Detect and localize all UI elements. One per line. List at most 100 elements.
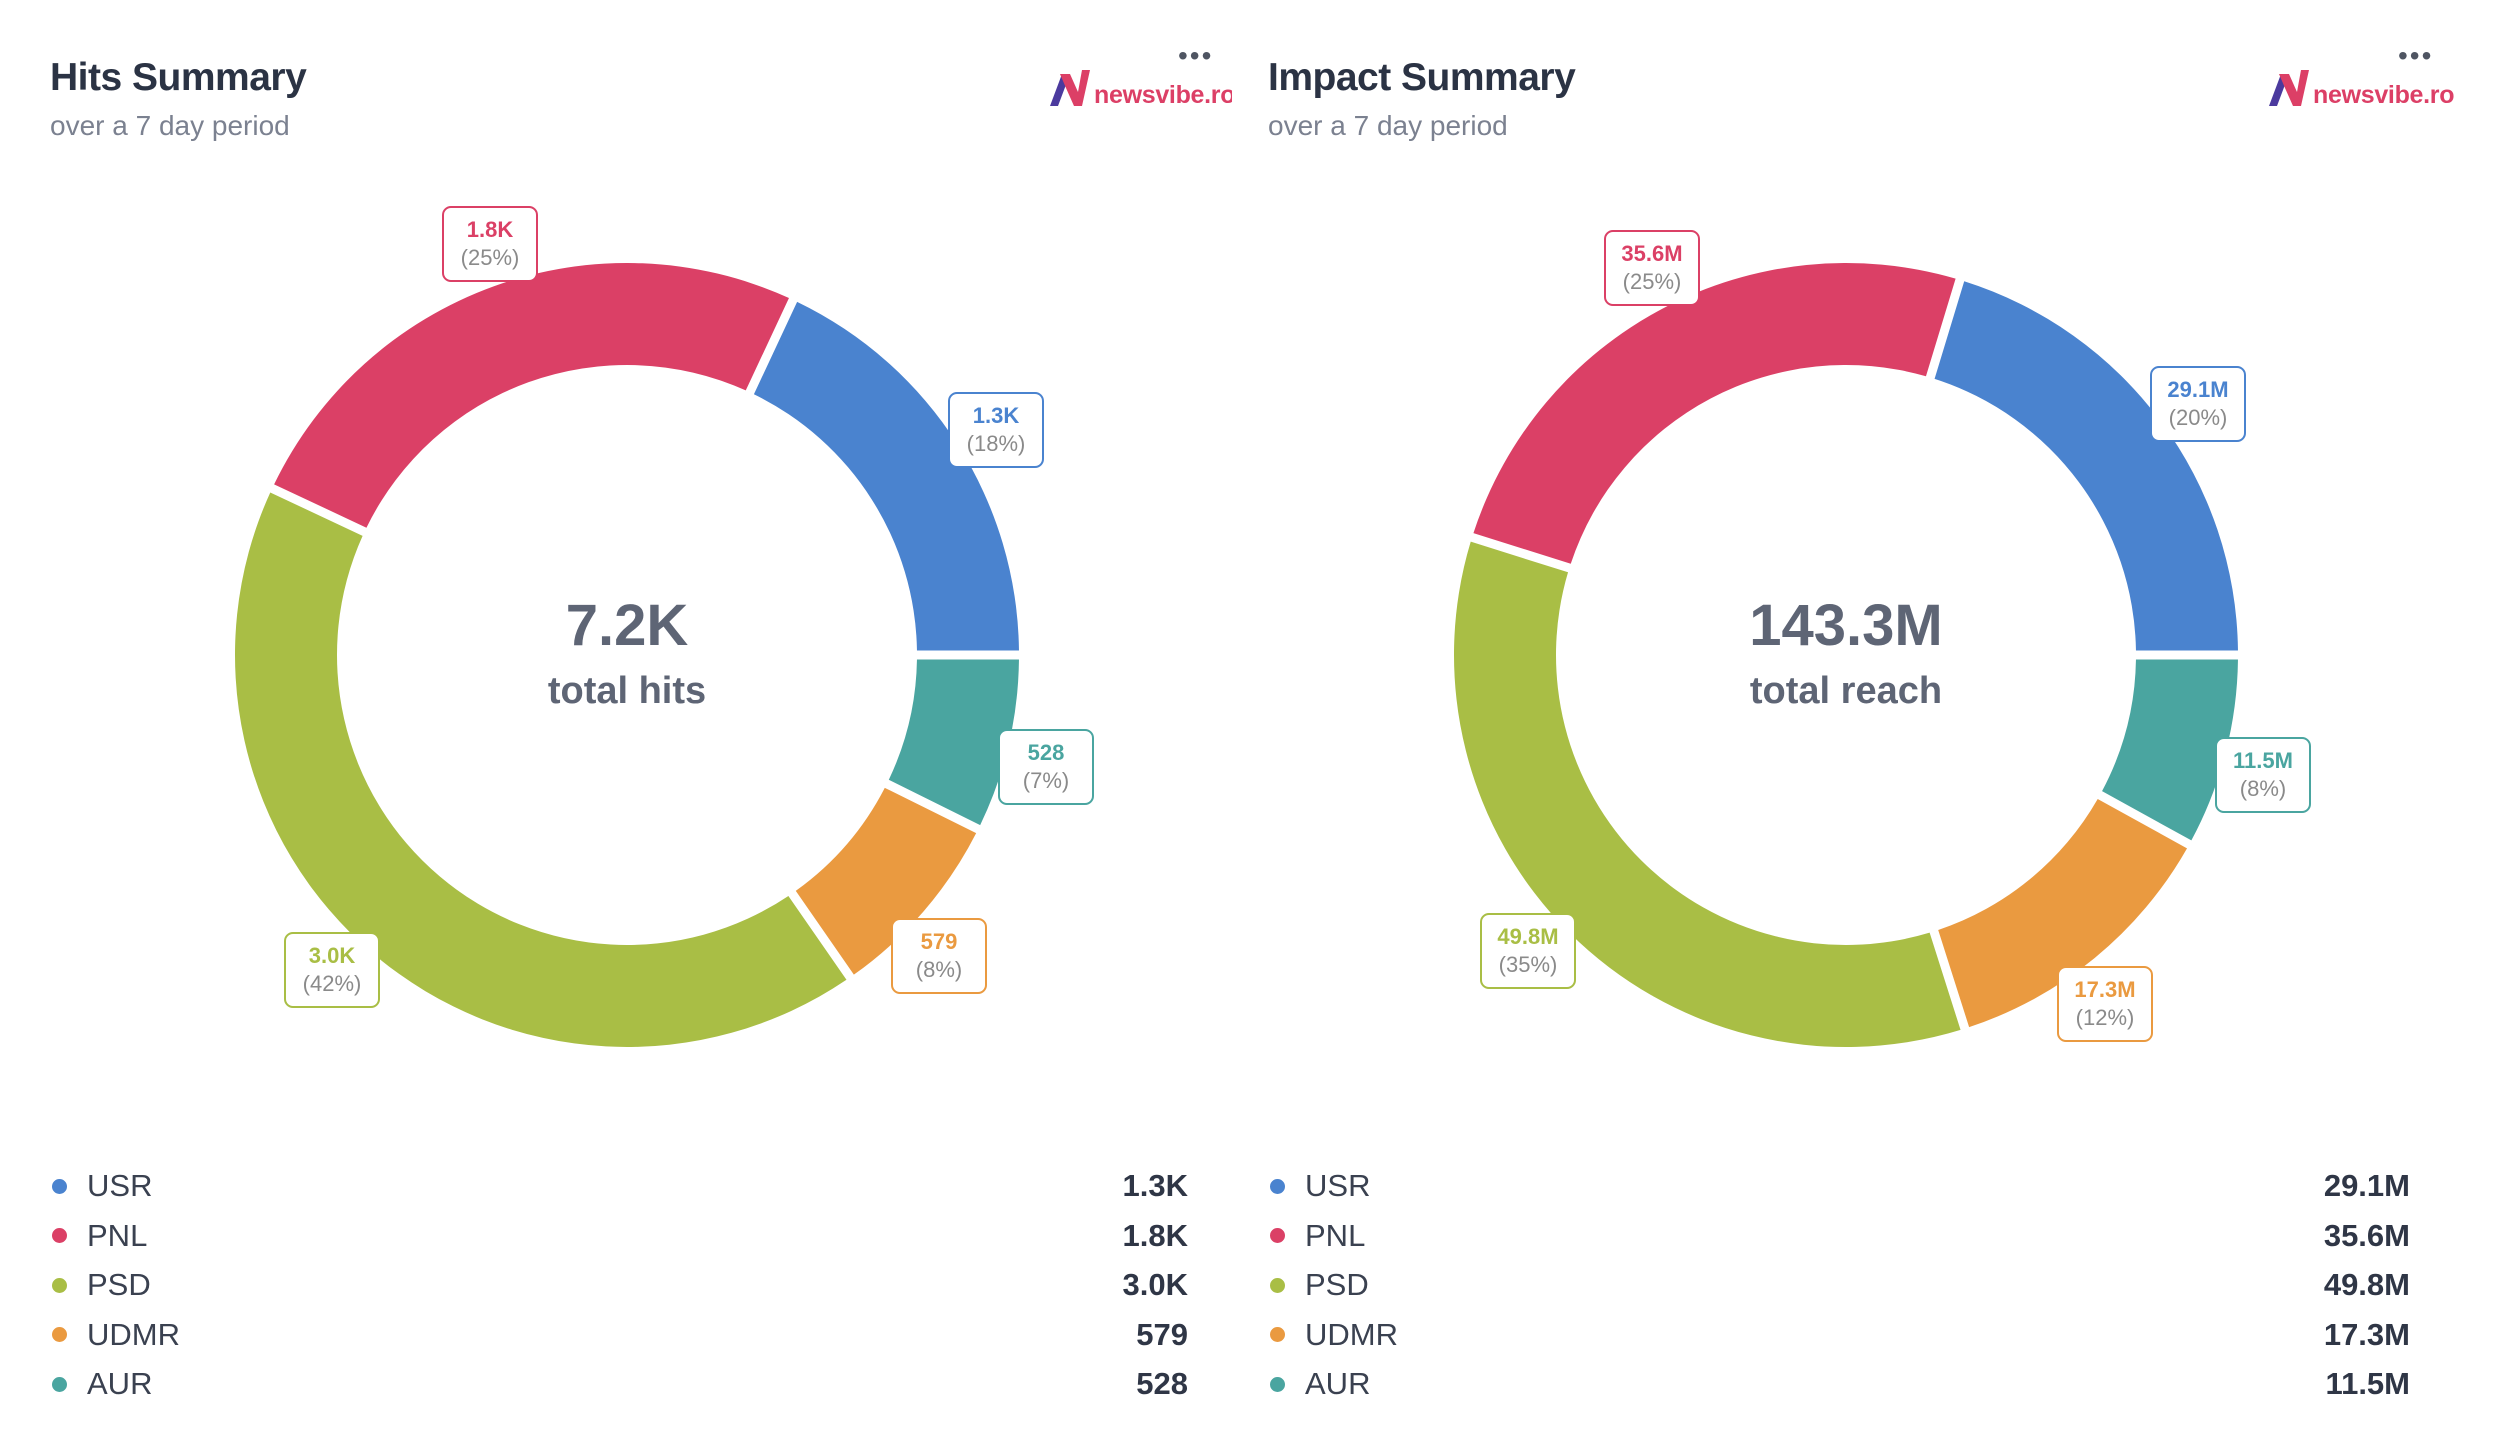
legend-item-psd[interactable]: PSD <box>52 1260 151 1310</box>
legend-dot-icon <box>1270 1178 1285 1194</box>
logo-text: newsvibe.ro <box>2313 81 2455 109</box>
data-label-pnl: 1.8K (25%) <box>442 206 538 282</box>
card-title: Impact Summary <box>1268 56 1576 99</box>
center-total-value: 143.3M <box>1749 593 1942 658</box>
legend-item-usr[interactable]: USR <box>1270 1161 1370 1211</box>
data-label-percent: (25%) <box>1622 269 1682 294</box>
data-label-percent: (25%) <box>460 245 520 270</box>
data-label-value: 579 <box>920 929 958 954</box>
data-label-value: 1.3K <box>972 403 1020 428</box>
legend-item-pnl[interactable]: PNL <box>52 1211 147 1261</box>
legend-label: USR <box>87 1168 153 1203</box>
center-total-value: 7.2K <box>566 593 689 658</box>
legend-label: USR <box>1305 1168 1371 1203</box>
donut-slice-udmr[interactable] <box>1938 799 2188 1028</box>
legend-value: 579 <box>1136 1316 1188 1352</box>
data-label-psd: 3.0K (42%) <box>284 932 380 1008</box>
legend-item-usr[interactable]: USR <box>52 1161 152 1211</box>
legend-item-psd[interactable]: PSD <box>1270 1260 1369 1310</box>
more-horizontal-icon[interactable]: ••• <box>1178 40 1214 71</box>
data-label-value: 29.1M <box>2167 377 2229 402</box>
data-label-psd: 49.8M (35%) <box>1480 913 1576 989</box>
legend-label: AUR <box>1305 1366 1371 1402</box>
newsvibe-n-icon <box>2269 70 2309 106</box>
data-label-value: 528 <box>1027 740 1065 765</box>
legend-value: 1.8K <box>1122 1217 1188 1253</box>
legend-value: 35.6M <box>2323 1217 2410 1253</box>
legend-dot-icon <box>1270 1376 1285 1392</box>
impact-donut-chart: 143.3M total reach <box>1454 263 2238 1047</box>
data-label-pnl: 35.6M (25%) <box>1604 230 1700 306</box>
legend-item-aur[interactable]: AUR <box>1270 1359 1370 1409</box>
legend-item-pnl[interactable]: PNL <box>1270 1211 1365 1261</box>
data-label-percent: (35%) <box>1498 952 1558 977</box>
donut-slice-aur[interactable] <box>2102 659 2238 841</box>
data-label-percent: (42%) <box>302 971 362 996</box>
legend-label: PSD <box>87 1267 151 1303</box>
donut-slice-pnl[interactable] <box>274 263 789 528</box>
donut-slice-aur[interactable] <box>888 659 1019 826</box>
legend-dot-icon <box>52 1228 67 1244</box>
donut-slice-pnl[interactable] <box>1473 263 1956 564</box>
legend-label: UDMR <box>1305 1316 1398 1352</box>
data-label-udmr: 17.3M (12%) <box>2057 966 2153 1042</box>
newsvibe-n-icon <box>1050 70 1090 106</box>
card-title: Hits Summary <box>50 56 307 99</box>
more-horizontal-icon[interactable]: ••• <box>2398 40 2434 71</box>
card-subtitle: over a 7 day period <box>50 110 290 141</box>
legend-value: 11.5M <box>2325 1366 2410 1402</box>
center-total-label: total hits <box>548 670 706 712</box>
legend-dot-icon <box>52 1376 67 1392</box>
data-label-percent: (12%) <box>2075 1005 2135 1030</box>
legend-value: 29.1M <box>2323 1168 2410 1203</box>
legend-dot-icon <box>52 1327 67 1343</box>
legend-label: PNL <box>87 1217 148 1253</box>
donut-slice-udmr[interactable] <box>795 787 977 975</box>
legend-dot-icon <box>1270 1228 1285 1244</box>
data-label-value: 1.8K <box>466 217 514 242</box>
data-label-aur: 528 (7%) <box>998 729 1094 805</box>
data-label-value: 35.6M <box>1621 241 1683 266</box>
donut-slice-psd[interactable] <box>234 492 847 1047</box>
legend-item-udmr[interactable]: UDMR <box>52 1310 180 1360</box>
data-label-value: 49.8M <box>1497 924 1559 949</box>
donut-slice-usr[interactable] <box>753 301 1019 651</box>
data-label-usr: 29.1M (20%) <box>2150 366 2246 442</box>
hits-donut-chart: 7.2K total hits <box>234 263 1019 1047</box>
donut-slice-psd[interactable] <box>1454 541 1961 1047</box>
data-label-value: 11.5M <box>2233 748 2293 773</box>
data-label-value: 17.3M <box>2074 977 2136 1002</box>
impact-summary-card: Impact Summary over a 7 day period ••• n… <box>1232 0 2494 1452</box>
legend-label: UDMR <box>87 1316 180 1352</box>
card-subtitle: over a 7 day period <box>1268 110 1508 141</box>
data-label-value: 3.0K <box>308 943 356 968</box>
legend-label: PNL <box>1305 1217 1366 1253</box>
legend-item-aur[interactable]: AUR <box>52 1359 152 1409</box>
newsvibe-logo: newsvibe.ro <box>1048 64 1236 109</box>
data-label-percent: (8%) <box>2239 776 2287 801</box>
legend-value: 49.8M <box>2323 1267 2410 1303</box>
data-label-percent: (8%) <box>915 957 963 982</box>
legend-dot-icon <box>1270 1277 1285 1293</box>
hits-summary-card: Hits Summary over a 7 day period ••• new… <box>0 0 1236 1452</box>
legend-label: PSD <box>1305 1267 1369 1303</box>
data-label-usr: 1.3K (18%) <box>948 392 1044 468</box>
data-label-percent: (7%) <box>1022 768 1070 793</box>
donut-slice-usr[interactable] <box>1934 281 2238 651</box>
legend-item-udmr[interactable]: UDMR <box>1270 1310 1398 1360</box>
legend-label: AUR <box>87 1366 153 1402</box>
data-label-udmr: 579 (8%) <box>891 918 987 994</box>
legend-value: 17.3M <box>2323 1316 2410 1352</box>
center-total-label: total reach <box>1750 670 1942 712</box>
legend-dot-icon <box>1270 1327 1285 1343</box>
logo-text: newsvibe.ro <box>1094 81 1236 109</box>
data-label-percent: (20%) <box>2168 405 2228 430</box>
legend-dot-icon <box>52 1178 67 1194</box>
newsvibe-logo: newsvibe.ro <box>2267 64 2455 109</box>
legend-value: 3.0K <box>1122 1267 1188 1303</box>
data-label-aur: 11.5M (8%) <box>2215 737 2311 813</box>
legend-value: 528 <box>1136 1366 1188 1402</box>
legend-value: 1.3K <box>1122 1168 1188 1203</box>
data-label-percent: (18%) <box>966 431 1026 456</box>
legend-dot-icon <box>52 1277 67 1293</box>
